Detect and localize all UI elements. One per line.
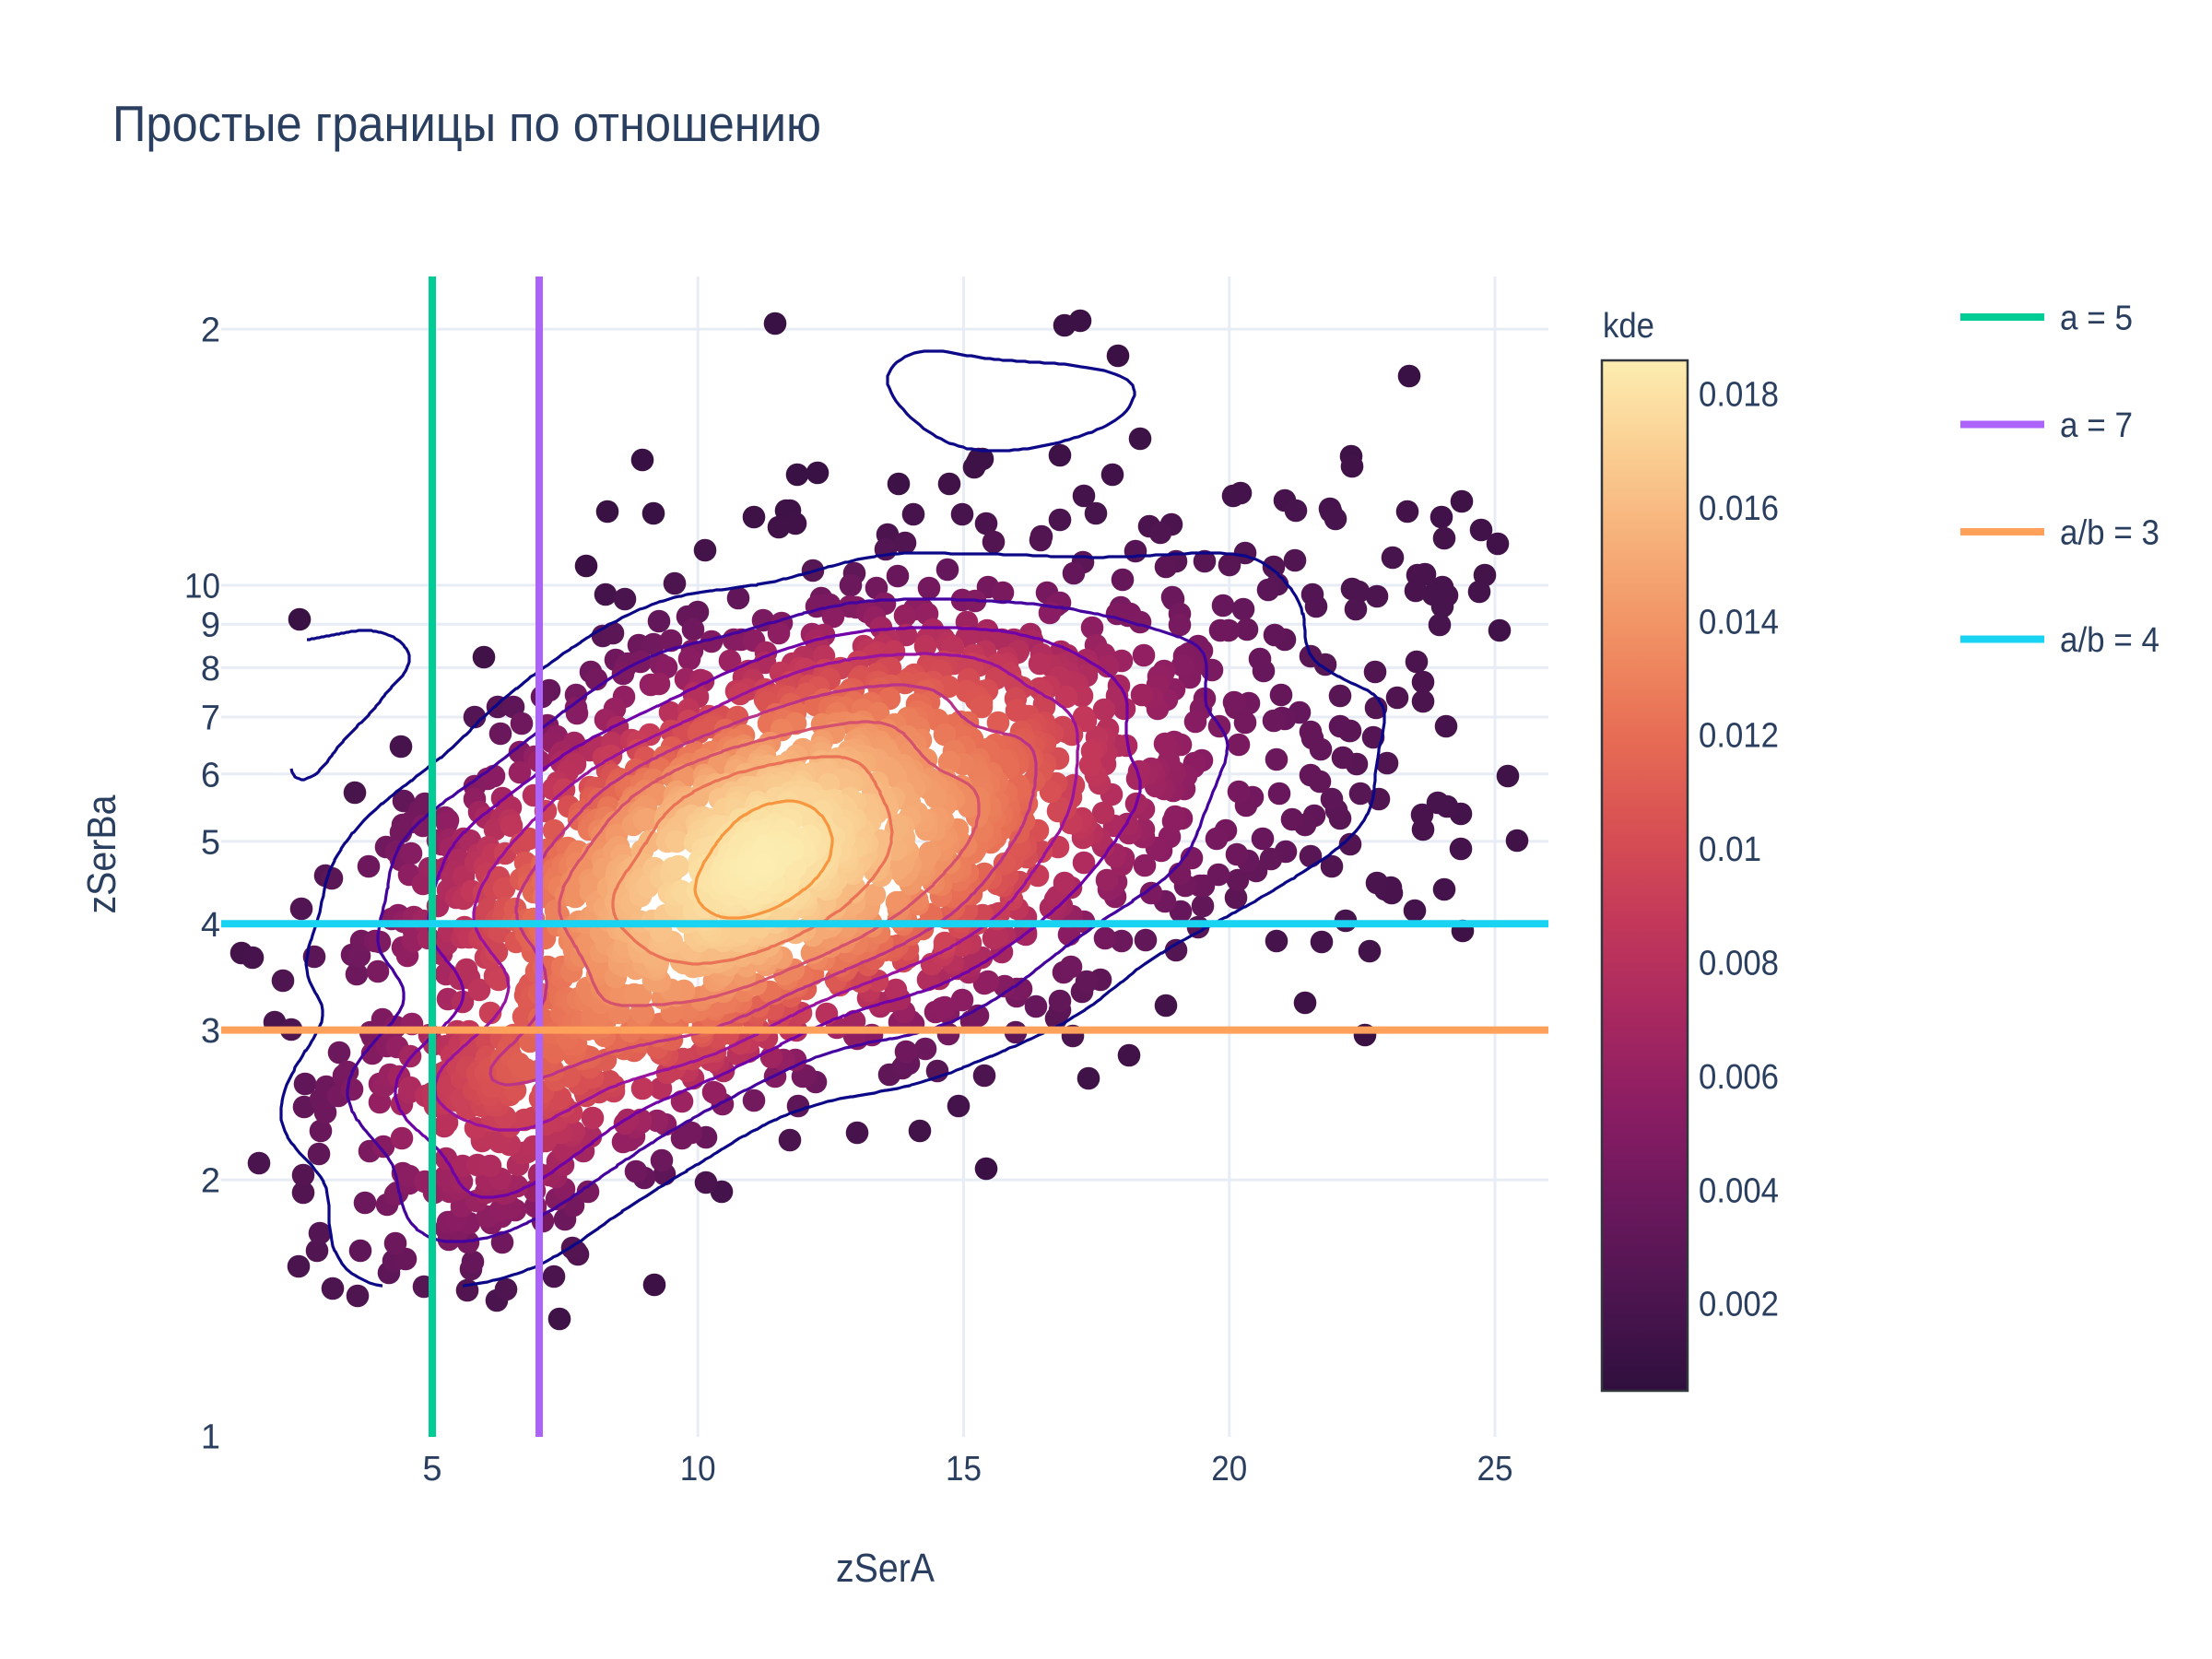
svg-text:0.006: 0.006 — [1699, 1058, 1779, 1097]
svg-text:5: 5 — [422, 1450, 441, 1488]
svg-text:a = 7: a = 7 — [2060, 406, 2133, 445]
svg-text:25: 25 — [1477, 1450, 1513, 1488]
svg-text:kde: kde — [1603, 307, 1654, 346]
svg-text:0.016: 0.016 — [1699, 489, 1779, 528]
svg-text:6: 6 — [201, 756, 220, 794]
svg-text:15: 15 — [946, 1450, 982, 1488]
svg-text:10: 10 — [680, 1450, 716, 1488]
svg-text:8: 8 — [201, 650, 220, 688]
svg-text:10: 10 — [184, 568, 220, 606]
svg-text:0.004: 0.004 — [1699, 1171, 1779, 1210]
svg-text:0.014: 0.014 — [1699, 603, 1779, 641]
svg-text:2: 2 — [201, 312, 220, 350]
svg-text:Простые границы по отношению: Простые границы по отношению — [112, 95, 821, 152]
svg-text:a = 5: a = 5 — [2060, 300, 2133, 338]
svg-text:a/b = 3: a/b = 3 — [2060, 514, 2159, 553]
svg-text:5: 5 — [201, 823, 220, 862]
svg-text:4: 4 — [201, 906, 220, 945]
svg-text:0.008: 0.008 — [1699, 945, 1779, 983]
svg-text:a/b = 4: a/b = 4 — [2060, 621, 2159, 660]
svg-text:0.01: 0.01 — [1699, 830, 1761, 869]
svg-text:0.012: 0.012 — [1699, 717, 1779, 756]
svg-text:9: 9 — [201, 606, 220, 645]
svg-text:1: 1 — [201, 1418, 220, 1457]
svg-text:0.002: 0.002 — [1699, 1286, 1779, 1324]
svg-text:20: 20 — [1211, 1450, 1247, 1488]
svg-text:zSerBa: zSerBa — [79, 794, 124, 913]
svg-text:2: 2 — [201, 1162, 220, 1201]
svg-text:zSerA: zSerA — [836, 1546, 935, 1591]
svg-text:0.018: 0.018 — [1699, 376, 1779, 415]
svg-text:7: 7 — [201, 700, 220, 738]
svg-text:3: 3 — [201, 1012, 220, 1051]
